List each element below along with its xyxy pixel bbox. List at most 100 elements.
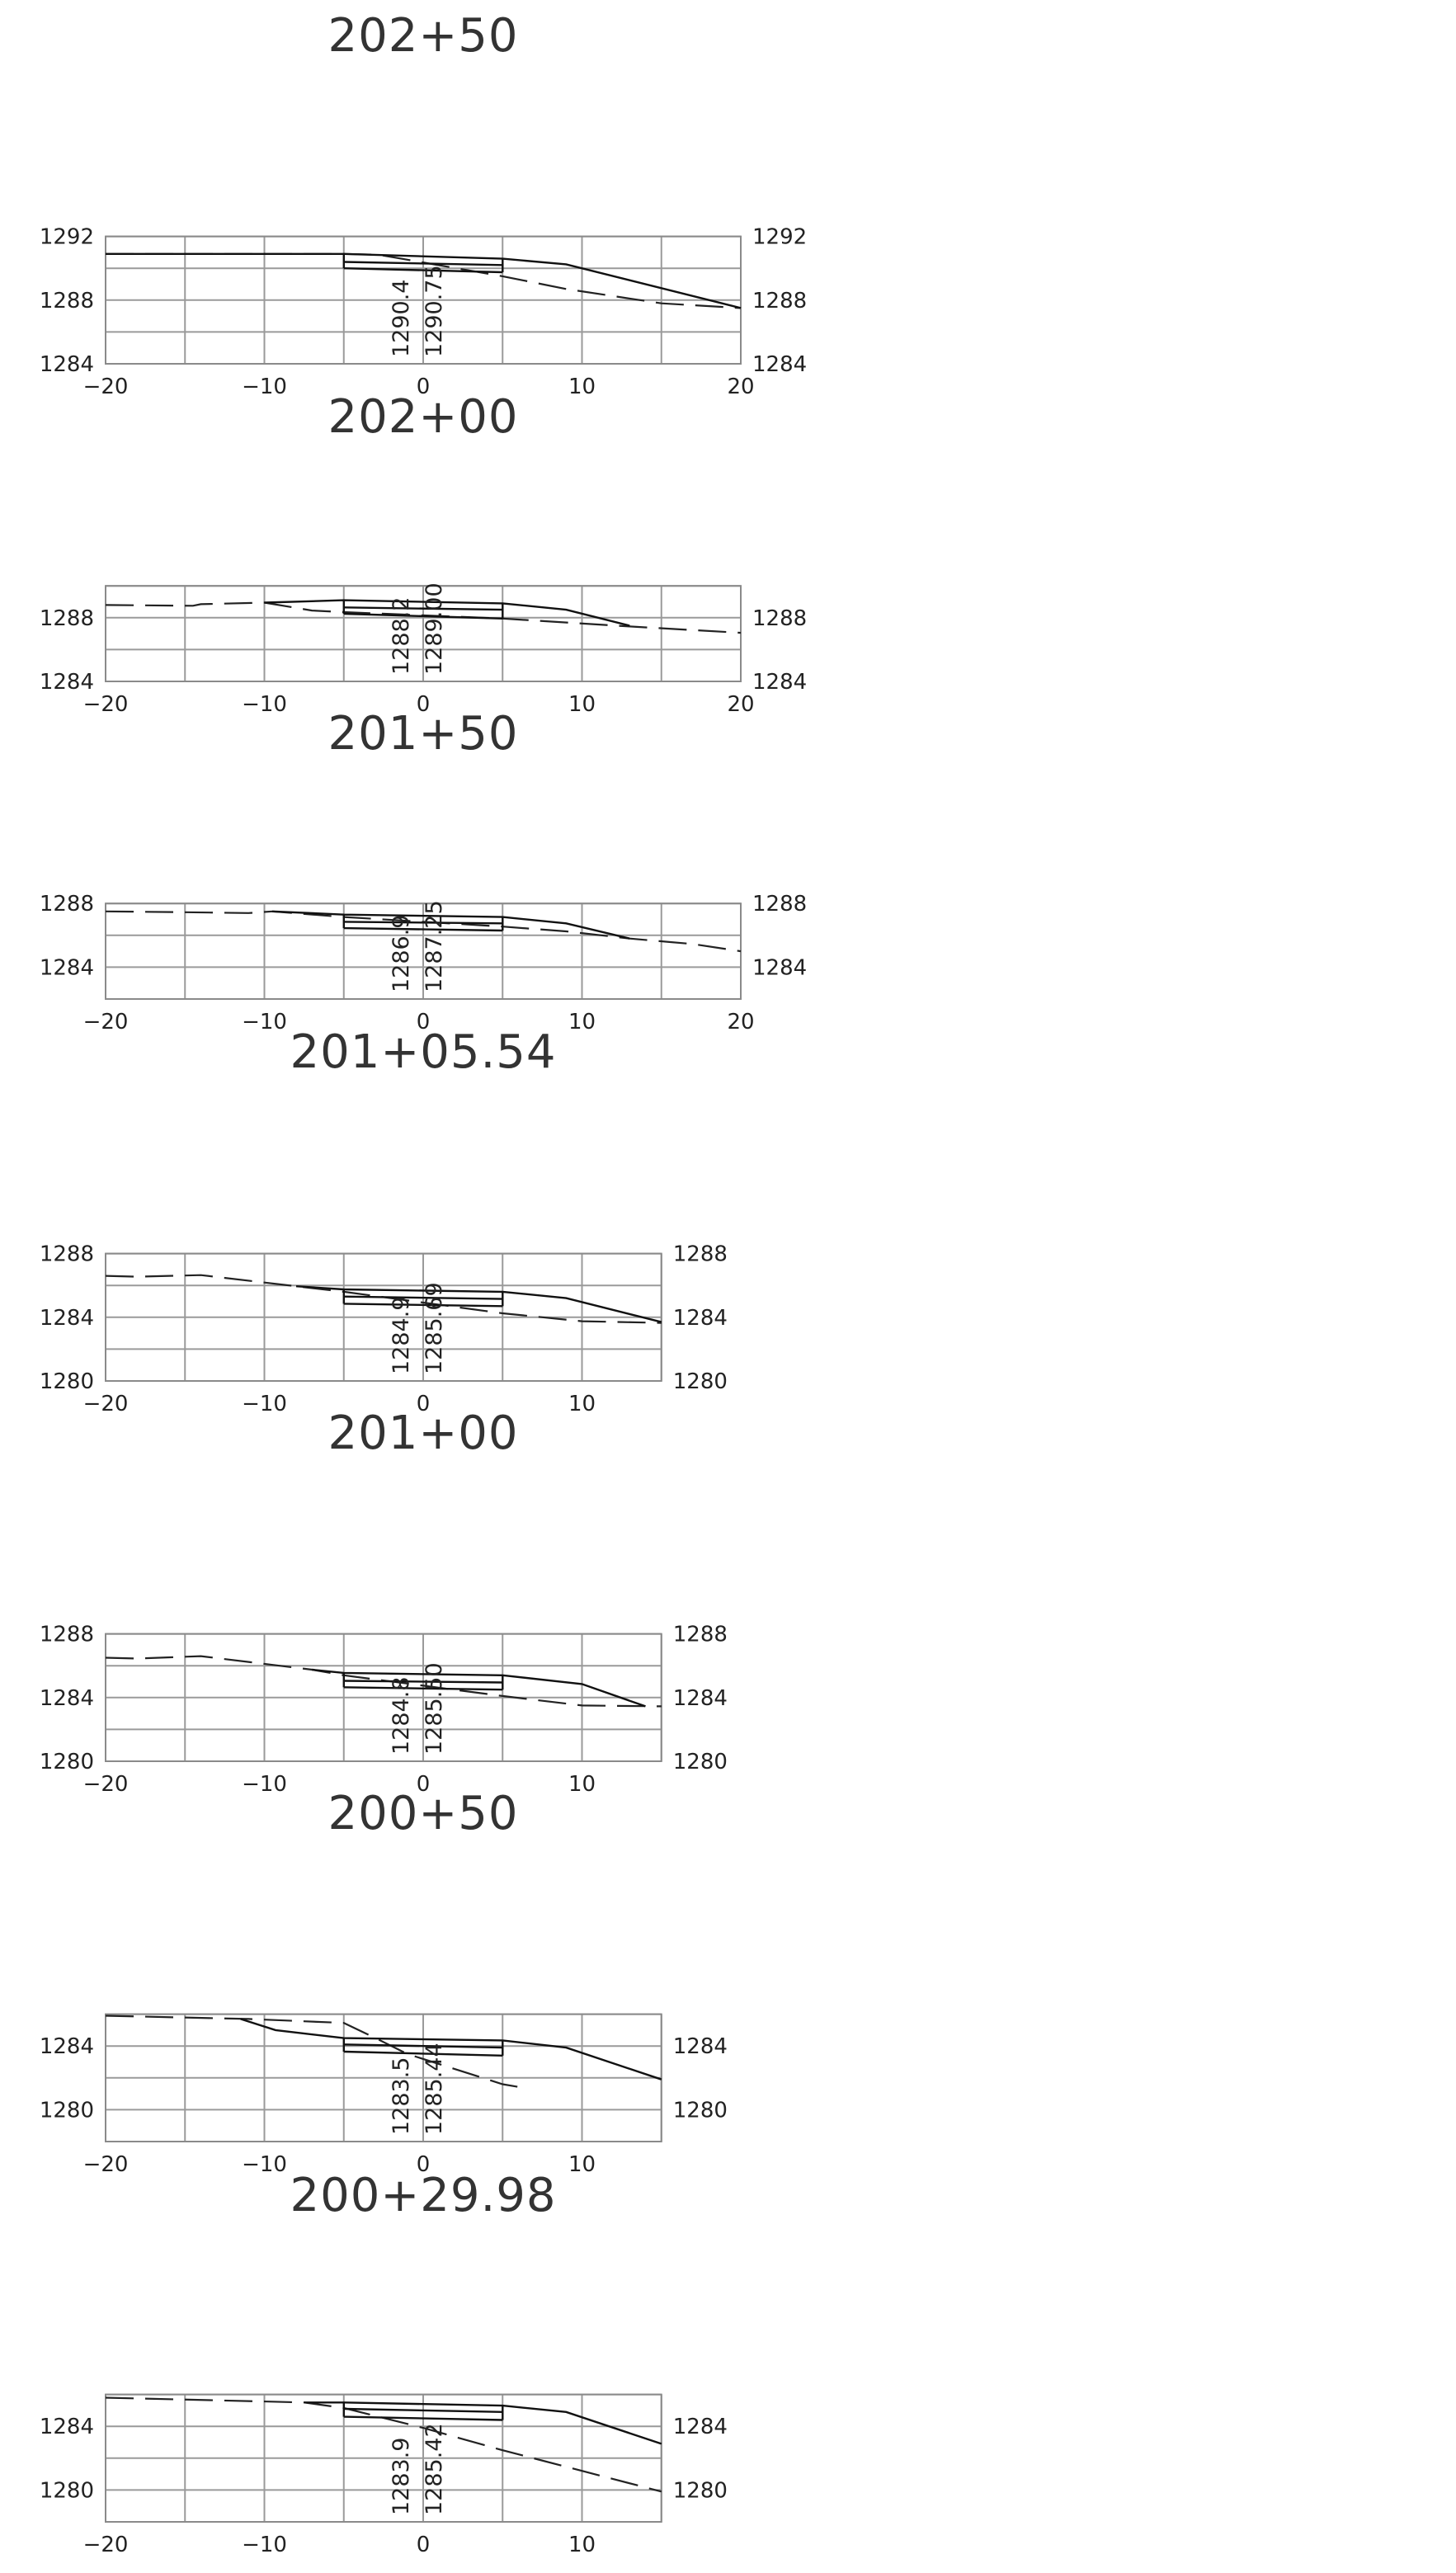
- x-tick-label: −10: [242, 1772, 287, 1797]
- y-tick-label-right: 1288: [673, 1242, 728, 1267]
- x-tick-label: −10: [242, 2152, 287, 2177]
- centerline-elevation-label: 1285.69: [422, 1282, 447, 1374]
- y-tick-label-right: 1280: [673, 2098, 728, 2123]
- centerline-elevation-label: 1283.5: [389, 2057, 414, 2135]
- centerline-elevation-label: 1286.9: [389, 915, 414, 992]
- centerline-elevation-label: 1288.2: [389, 597, 414, 675]
- x-tick-label: 10: [568, 1392, 596, 1416]
- y-tick-label-left: 1280: [40, 1750, 94, 1774]
- plot-frame: [105, 2013, 662, 2143]
- centerline-elevation-label: 1285.42: [422, 2423, 447, 2515]
- x-tick-label: 10: [568, 375, 596, 399]
- centerline-elevation-label: 1284.8: [389, 1677, 414, 1755]
- plot-frame: [105, 235, 742, 365]
- y-tick-label-right: 1284: [752, 670, 807, 695]
- centerline-elevation-label: 1283.9: [389, 2438, 414, 2515]
- x-tick-label: 10: [568, 1772, 596, 1797]
- y-tick-label-left: 1284: [40, 1686, 94, 1711]
- proposed-section-line: [106, 252, 742, 309]
- existing-ground-line: [105, 601, 742, 634]
- y-tick-label-left: 1284: [40, 352, 94, 377]
- y-tick-label-right: 1280: [673, 2478, 728, 2503]
- y-tick-label-left: 1288: [40, 289, 94, 313]
- y-tick-label-left: 1288: [40, 606, 94, 631]
- x-tick-label: 0: [417, 1772, 431, 1797]
- x-tick-label: −10: [242, 1010, 287, 1034]
- proposed-section-line: [343, 1303, 503, 1308]
- y-tick-label-right: 1284: [673, 2415, 728, 2439]
- centerline-elevation-label: 1289.00: [422, 582, 447, 675]
- section-panel: 201+50 1284 1284 1288 1288 −20 −10 0 10 20 1286.9 1…: [40, 707, 807, 1034]
- y-tick-label-right: 1280: [673, 1369, 728, 1394]
- section-panel: 200+50 1280 1280 1284 1284 −20 −10 0 10 1283.5 128…: [40, 1787, 728, 2177]
- centerline-elevation-label: 1285.50: [422, 1662, 447, 1755]
- y-tick-label-right: 1288: [752, 892, 807, 917]
- x-tick-label: 20: [727, 375, 754, 399]
- y-tick-label-left: 1280: [40, 2478, 94, 2503]
- proposed-section-line: [343, 1295, 503, 1300]
- proposed-section-line: [343, 267, 503, 274]
- existing-ground-line: [105, 2015, 522, 2089]
- x-tick-label: −10: [242, 2533, 287, 2557]
- section-title: 201+50: [327, 707, 518, 761]
- y-tick-label-right: 1292: [752, 225, 807, 250]
- y-tick-label-right: 1284: [673, 2034, 728, 2059]
- centerline-elevation-label: 1290.75: [422, 265, 447, 357]
- x-tick-label: −10: [242, 375, 287, 399]
- section-title: 200+50: [327, 1787, 518, 1840]
- x-tick-label: 0: [417, 2152, 431, 2177]
- y-tick-label-right: 1288: [752, 289, 807, 313]
- x-tick-label: 0: [417, 1010, 431, 1034]
- y-tick-label-left: 1284: [40, 1306, 94, 1331]
- x-tick-label: −20: [83, 2533, 129, 2557]
- section-title: 201+00: [327, 1407, 518, 1460]
- y-tick-label-right: 1284: [752, 955, 807, 980]
- x-tick-label: −20: [83, 1392, 129, 1416]
- y-tick-label-right: 1284: [752, 352, 807, 377]
- x-tick-label: −20: [83, 375, 129, 399]
- section-title: 200+29.98: [290, 2169, 556, 2222]
- proposed-section-line: [343, 1680, 503, 1684]
- existing-ground-line: [105, 2396, 662, 2493]
- plot-frame: [105, 1633, 662, 1762]
- proposed-section-line: [343, 921, 503, 925]
- centerline-elevation-label: 1285.44: [422, 2043, 447, 2135]
- section-panel: 202+50 1284 1284 1288 1288 1292 1292 −20 −10 0 10 2…: [40, 9, 807, 399]
- existing-ground-line: [105, 1274, 662, 1324]
- y-tick-label-left: 1288: [40, 892, 94, 917]
- y-tick-label-right: 1284: [673, 1306, 728, 1331]
- y-tick-label-right: 1288: [673, 1623, 728, 1647]
- section-title: 202+50: [327, 9, 518, 63]
- y-tick-label-left: 1284: [40, 955, 94, 980]
- x-tick-label: −20: [83, 1772, 129, 1797]
- centerline-elevation-label: 1284.9: [389, 1297, 414, 1374]
- section-panel: 202+00 1284 1284 1288 1288 −20 −10 0 10 20 1288.2 1…: [40, 390, 807, 717]
- proposed-section-line: [343, 261, 503, 266]
- section-panel: 201+05.54 1280 1280 1284 1284 1288 1288 −20 −10 0…: [40, 1025, 728, 1416]
- x-tick-label: −20: [83, 692, 129, 717]
- y-tick-label-left: 1288: [40, 1242, 94, 1267]
- x-tick-label: 0: [417, 1392, 431, 1416]
- x-tick-label: −10: [242, 692, 287, 717]
- proposed-section-line: [343, 2043, 503, 2049]
- x-tick-label: 10: [568, 1010, 596, 1034]
- centerline-elevation-label: 1287.25: [422, 900, 447, 992]
- y-tick-label-right: 1280: [673, 1750, 728, 1774]
- y-tick-label-left: 1288: [40, 1623, 94, 1647]
- centerline-elevation-label: 1290.4: [389, 280, 414, 357]
- y-tick-label-left: 1280: [40, 1369, 94, 1394]
- proposed-section-line: [343, 926, 503, 932]
- y-tick-label-left: 1284: [40, 2034, 94, 2059]
- x-tick-label: −20: [83, 1010, 129, 1034]
- x-tick-label: −20: [83, 2152, 129, 2177]
- x-tick-label: 10: [568, 692, 596, 717]
- existing-ground-line: [105, 1655, 662, 1708]
- proposed-section-line: [343, 606, 503, 611]
- proposed-section-line: [240, 2018, 662, 2081]
- plot-frame: [105, 1252, 662, 1382]
- x-tick-label: 0: [417, 375, 431, 399]
- x-tick-label: 0: [417, 2533, 431, 2557]
- proposed-section-line: [343, 2050, 503, 2057]
- plot-frame: [105, 2393, 662, 2524]
